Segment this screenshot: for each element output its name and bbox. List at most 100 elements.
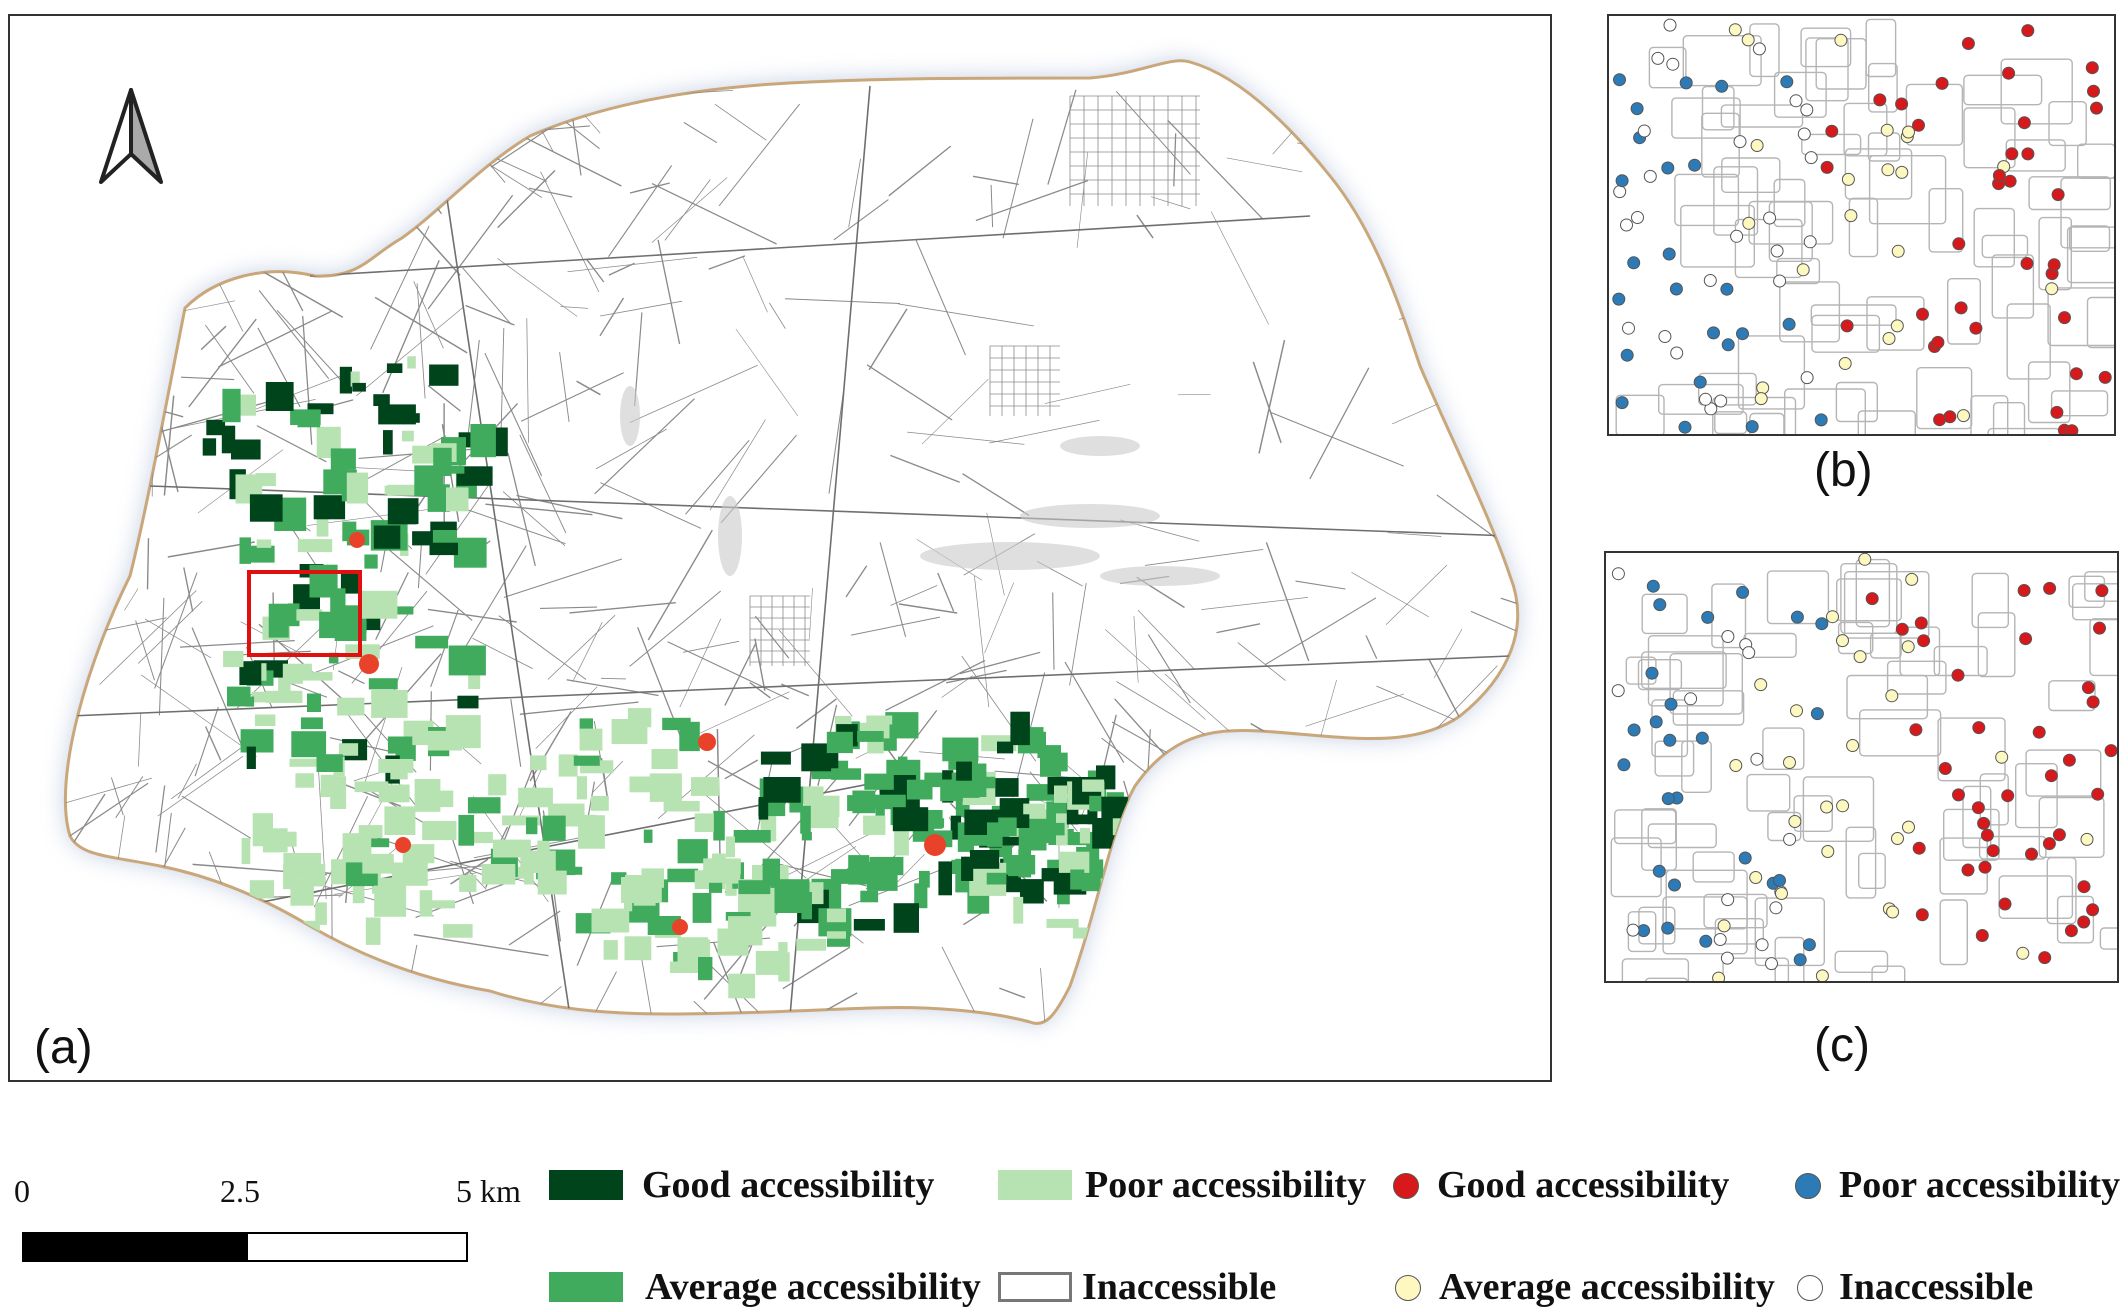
building-outline — [1773, 178, 1806, 228]
road-segment — [1105, 629, 1206, 720]
building-point — [1720, 282, 1734, 296]
building-point — [2080, 832, 2094, 846]
building-outline — [1871, 965, 1906, 981]
building-point — [1978, 860, 1992, 874]
building-outline — [2006, 303, 2051, 380]
residential-parcel — [390, 771, 408, 780]
building-outline — [1857, 410, 1916, 434]
building-outline — [2048, 680, 2096, 712]
road-segment — [427, 384, 461, 412]
road-segment — [1069, 583, 1087, 686]
road-segment — [1398, 294, 1505, 320]
road-segment — [149, 485, 1511, 537]
road-segment — [1201, 597, 1308, 610]
facility-marker — [672, 919, 688, 935]
residential-parcel — [373, 394, 390, 406]
road-segment — [539, 606, 598, 609]
road-segment — [102, 259, 125, 303]
building-point — [1826, 610, 1839, 624]
road-segment — [779, 825, 886, 880]
road-segment — [576, 380, 601, 396]
residential-parcel — [758, 797, 769, 820]
building-point — [2077, 915, 2091, 929]
road-segment — [591, 760, 623, 794]
road-segment — [111, 276, 178, 326]
road-segment — [1149, 795, 1212, 804]
building-point — [1810, 707, 1824, 721]
residential-parcel — [520, 850, 556, 873]
residential-parcel — [1031, 822, 1065, 836]
inset-c-canvas — [1610, 553, 2117, 981]
terrain-shade — [920, 542, 1100, 570]
residential-parcel — [427, 730, 462, 751]
building-point — [1661, 792, 1675, 806]
residential-parcel — [223, 650, 244, 668]
building-point — [1790, 704, 1803, 718]
legend-dot-good — [1393, 1173, 1419, 1199]
road-segment — [1258, 339, 1286, 454]
building-outline — [1857, 852, 1886, 889]
building-outline — [2046, 857, 2077, 925]
building-outline — [2047, 287, 2114, 347]
residential-parcel — [603, 940, 618, 960]
road-segment — [990, 184, 994, 228]
residential-parcel — [456, 466, 493, 486]
residential-parcel — [1082, 779, 1105, 792]
residential-parcel — [241, 838, 251, 865]
road-segment — [898, 303, 1035, 327]
residential-parcel — [429, 542, 458, 556]
road-segment — [508, 910, 561, 946]
building-point — [1714, 394, 1728, 408]
building-outline — [1868, 154, 1947, 225]
road-segment — [1216, 623, 1261, 634]
building-outline — [1621, 958, 1690, 981]
road-segment — [65, 584, 119, 611]
residential-parcel — [1087, 800, 1098, 825]
building-point — [1622, 321, 1635, 335]
road-segment — [984, 582, 1014, 654]
panel-b-label: (b) — [1814, 444, 1873, 497]
building-outline — [1647, 823, 1717, 849]
road-segment — [1265, 542, 1310, 662]
building-outline — [1834, 950, 1889, 973]
residential-parcel — [354, 781, 389, 793]
building-outline — [1748, 200, 1834, 245]
road-segment — [498, 615, 587, 680]
road-segment — [65, 107, 81, 201]
residential-parcel — [625, 875, 662, 903]
road-segment — [153, 894, 156, 922]
building-outline — [1674, 173, 1740, 227]
building-point — [1720, 951, 1734, 965]
residential-parcel — [755, 950, 779, 975]
road-segment — [789, 85, 871, 1017]
road-segment — [218, 310, 333, 368]
building-point — [1688, 158, 1702, 172]
road-segment — [265, 83, 293, 120]
building-point — [1750, 752, 1764, 766]
building-outline — [1773, 71, 1827, 118]
road-segment — [667, 641, 789, 700]
road-segment — [65, 460, 77, 545]
road-segment — [201, 999, 242, 1011]
building-outline — [1846, 674, 1929, 720]
road-segment — [1295, 1007, 1299, 1024]
building-point — [1821, 845, 1835, 858]
residential-parcel — [717, 928, 749, 956]
residential-parcel — [848, 855, 870, 885]
road-segment — [205, 324, 255, 394]
building-point — [2021, 24, 2035, 38]
road-segment — [664, 179, 711, 241]
legend-label-average-polygon: Average accessibility — [645, 1266, 981, 1308]
residential-parcel — [412, 445, 435, 464]
building-outline — [1720, 104, 1804, 128]
road-segment — [151, 949, 252, 1001]
building-point — [1679, 76, 1693, 90]
building-point — [2081, 681, 2095, 695]
building-point — [1620, 348, 1634, 362]
building-outline — [2066, 226, 2114, 284]
terrain-shade — [1100, 566, 1220, 586]
building-outline — [1749, 412, 1785, 434]
building-point — [1631, 211, 1644, 224]
road-segment — [651, 177, 728, 243]
road-segment — [718, 103, 800, 207]
